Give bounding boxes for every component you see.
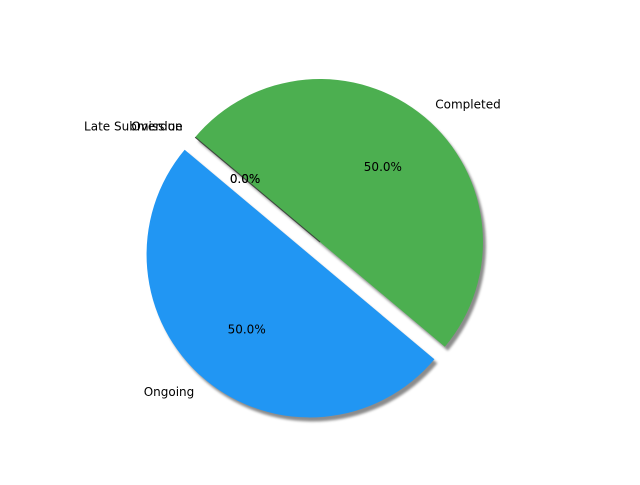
slice-label-ongoing: Ongoing [144,385,195,399]
slice-percent-ongoing: 50.0% [228,322,266,336]
pie-slice-late-submission [194,136,321,243]
pie-slice-completed [195,79,483,347]
slice-label-completed: Completed [435,98,500,112]
slice-percent-late-submission: 0.0% [230,172,261,186]
pie-slice-ongoing [146,149,435,418]
label-layer: Ongoing 50.0% Completed 50.0% Overdue 0.0% Lat… [84,98,501,399]
slice-percent-completed: 50.0% [364,160,402,174]
slice-label-overdue: Overdue [131,120,182,134]
slice-percent-overdue: 0.0% [230,172,261,186]
slice-layer [146,79,483,418]
slice-label-late-submission: Late Submission [84,120,183,134]
